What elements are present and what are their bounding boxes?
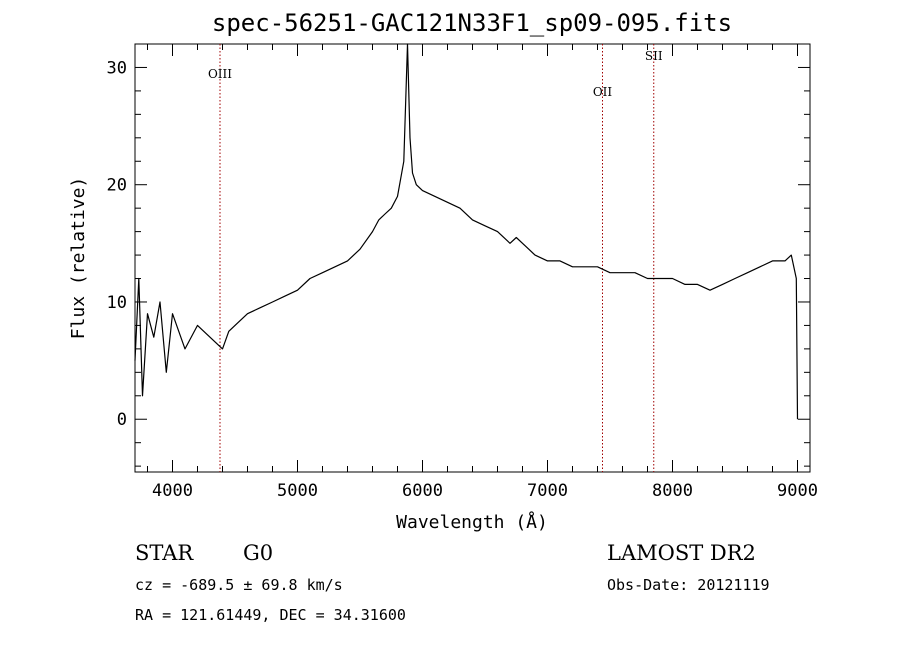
emission-line-label: SII <box>645 49 663 63</box>
survey-name: LAMOST DR2 <box>607 541 756 565</box>
x-axis-label: Wavelength (Å) <box>396 511 548 533</box>
sky-coordinates: RA = 121.61449, DEC = 34.31600 <box>135 606 406 624</box>
x-tick-label: 7000 <box>527 481 568 501</box>
x-tick-label: 9000 <box>777 481 818 501</box>
plot-area: 4000 5000 6000 7000 8000 9000 0 10 20 30 OIII OII S… <box>107 43 818 501</box>
y-tick-label: 20 <box>107 176 127 196</box>
spectral-subclass: G0 <box>243 541 273 565</box>
plot-frame <box>134 43 811 473</box>
y-tick-label: 10 <box>107 293 127 313</box>
x-tick-label: 8000 <box>652 481 693 501</box>
redshift-velocity: cz = -689.5 ± 69.8 km/s <box>135 576 343 594</box>
spectrum-info: STAR G0 LAMOST DR2 cz = -689.5 ± 69.8 km… <box>135 541 770 624</box>
x-tick-label: 4000 <box>152 481 193 501</box>
spectrum-line <box>134 43 799 420</box>
x-tick-label: 6000 <box>402 481 443 501</box>
axis-ticks: 4000 5000 6000 7000 8000 9000 0 10 20 30 <box>107 43 818 501</box>
y-tick-label: 30 <box>107 58 127 78</box>
chart-title: spec-56251-GAC121N33F1_sp09-095.fits <box>212 9 732 37</box>
spectrum-series <box>134 43 799 420</box>
y-tick-label: 0 <box>117 410 127 430</box>
x-tick-label: 5000 <box>277 481 318 501</box>
object-type: STAR <box>135 541 194 565</box>
observation-date: Obs-Date: 20121119 <box>607 576 770 594</box>
y-axis-label: Flux (relative) <box>68 177 89 340</box>
emission-line-label: OIII <box>208 67 232 81</box>
emission-line-label: OII <box>593 85 613 99</box>
emission-line-markers: OIII OII SII <box>208 44 663 472</box>
